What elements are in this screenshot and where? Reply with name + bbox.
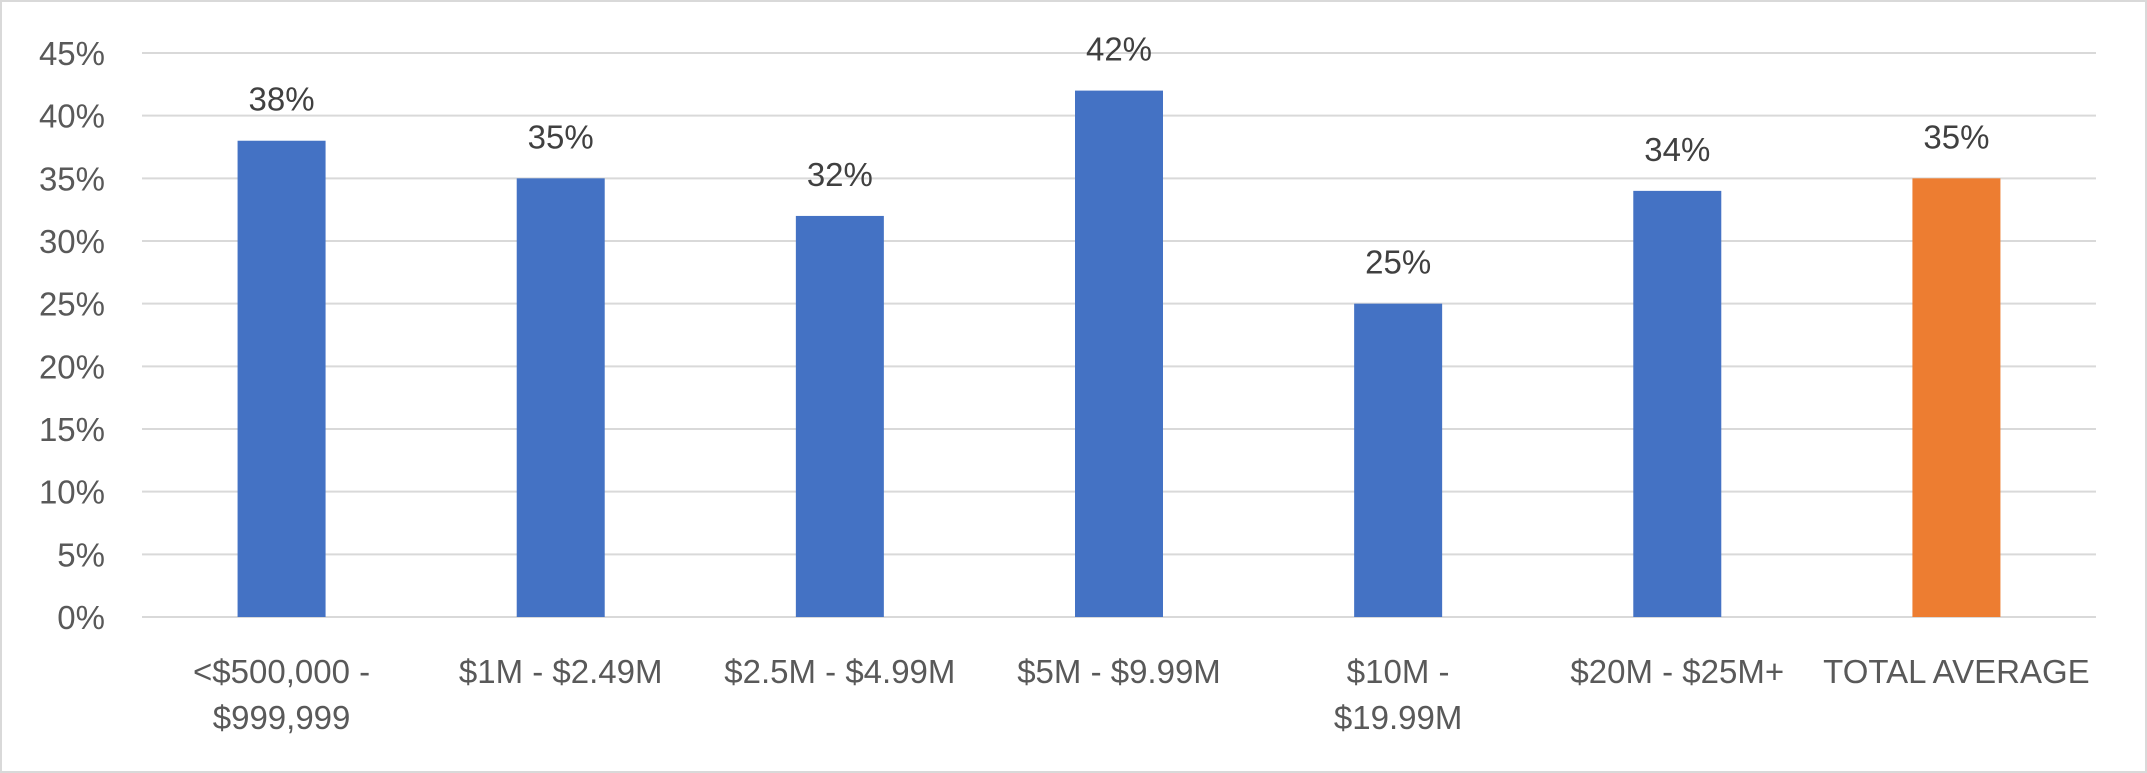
- category-label: <$500,000 -$999,999: [193, 653, 370, 736]
- y-tick-label: 10%: [39, 474, 105, 511]
- y-tick-label: 30%: [39, 223, 105, 260]
- category-label: $2.5M - $4.99M: [724, 653, 955, 690]
- bar: [1912, 178, 2001, 618]
- data-label: 32%: [807, 156, 873, 193]
- category-label: $5M - $9.99M: [1017, 653, 1221, 690]
- data-label: 35%: [1923, 118, 1989, 155]
- data-label: 38%: [249, 81, 315, 118]
- bar: [795, 215, 884, 617]
- data-label: 35%: [528, 118, 594, 155]
- y-tick-label: 40%: [39, 98, 105, 135]
- y-tick-label: 0%: [57, 599, 105, 636]
- y-tick-label: 25%: [39, 286, 105, 323]
- bars: [237, 90, 2001, 618]
- y-tick-label: 5%: [57, 536, 105, 573]
- category-label: $20M - $25M+: [1570, 653, 1784, 690]
- bar: [516, 178, 605, 618]
- y-tick-label: 35%: [39, 160, 105, 197]
- data-label: 42%: [1086, 31, 1152, 68]
- x-axis-categories: <$500,000 -$999,999 $1M - $2.49M $2.5M - $…: [193, 653, 2090, 736]
- data-label: 34%: [1644, 131, 1710, 168]
- bar: [237, 140, 326, 617]
- category-label: TOTAL AVERAGE: [1823, 653, 2090, 690]
- category-label: $1M - $2.49M: [459, 653, 663, 690]
- y-axis-ticks: 0% 5% 10% 15% 20% 25% 30% 35% 40% 45%: [39, 35, 105, 636]
- category-label: $10M -$19.99M: [1334, 653, 1462, 736]
- data-labels: 38% 35% 32% 42% 25% 34% 35%: [249, 31, 1990, 281]
- data-label: 25%: [1365, 244, 1431, 281]
- bar: [1075, 90, 1163, 618]
- y-tick-label: 15%: [39, 411, 105, 448]
- bar: [1354, 303, 1443, 617]
- y-tick-label: 20%: [39, 348, 105, 385]
- bar: [1633, 190, 1722, 617]
- y-tick-label: 45%: [39, 35, 105, 72]
